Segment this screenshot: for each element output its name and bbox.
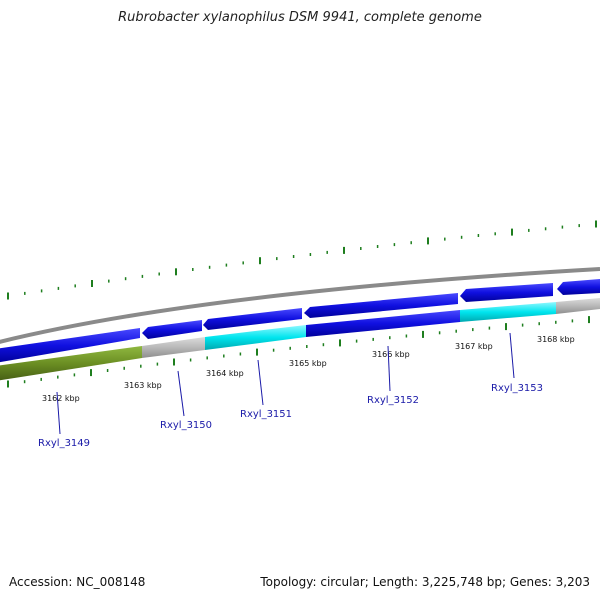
gene-label-Rxyl_3152: Rxyl_3152 xyxy=(367,395,419,406)
kbp-label-3163: 3163 kbp xyxy=(124,381,162,390)
feature-Rxyl_3153 xyxy=(460,302,556,322)
forward-strand-track xyxy=(0,298,600,381)
feature-upper-3 xyxy=(203,308,302,330)
feature-upper-2 xyxy=(142,320,202,339)
gene-label-lines xyxy=(56,332,515,435)
kbp-label-3162: 3162 kbp xyxy=(42,394,80,403)
label-line-Rxyl_3150 xyxy=(177,370,185,417)
outer-tick-ring xyxy=(7,220,597,300)
feature-upper-5 xyxy=(460,283,553,302)
kbp-label-3168: 3168 kbp xyxy=(537,335,575,344)
feature-upper-1 xyxy=(0,328,140,363)
kbp-label-3165: 3165 kbp xyxy=(289,359,327,368)
gene-label-Rxyl_3149: Rxyl_3149 xyxy=(38,438,90,449)
feature-upper-6 xyxy=(557,279,600,295)
inner-tick-ring xyxy=(7,316,590,388)
gene-label-Rxyl_3150: Rxyl_3150 xyxy=(160,420,212,431)
reverse-strand-track xyxy=(0,279,600,363)
accession-text: Accession: NC_008148 xyxy=(9,575,146,589)
label-line-Rxyl_3153 xyxy=(509,332,515,379)
kbp-labels: 3162 kbp 3163 kbp 3164 kbp 3165 kbp 3166… xyxy=(42,335,575,403)
feature-Rxyl_3152 xyxy=(306,310,460,337)
label-line-Rxyl_3149 xyxy=(56,391,61,435)
gene-label-Rxyl_3153: Rxyl_3153 xyxy=(491,383,543,394)
kbp-label-3166: 3166 kbp xyxy=(372,350,410,359)
map-title: Rubrobacter xylanophilus DSM 9941, compl… xyxy=(118,10,482,25)
label-line-Rxyl_3151 xyxy=(257,359,264,406)
feature-noncoding-right xyxy=(556,298,600,314)
feature-Rxyl_3150 xyxy=(142,337,205,358)
feature-upper-4 xyxy=(304,293,458,318)
genome-stats-text: Topology: circular; Length: 3,225,748 bp… xyxy=(260,575,590,589)
feature-Rxyl_3151 xyxy=(205,325,306,350)
feature-Rxyl_3149 xyxy=(0,346,142,381)
kbp-label-3164: 3164 kbp xyxy=(206,369,244,378)
gene-labels: Rxyl_3149 Rxyl_3150 Rxyl_3151 Rxyl_3152 … xyxy=(38,383,543,449)
gene-label-Rxyl_3151: Rxyl_3151 xyxy=(240,409,292,420)
label-line-Rxyl_3152 xyxy=(387,345,391,392)
kbp-label-3167: 3167 kbp xyxy=(455,342,493,351)
backbone-line xyxy=(0,267,600,344)
